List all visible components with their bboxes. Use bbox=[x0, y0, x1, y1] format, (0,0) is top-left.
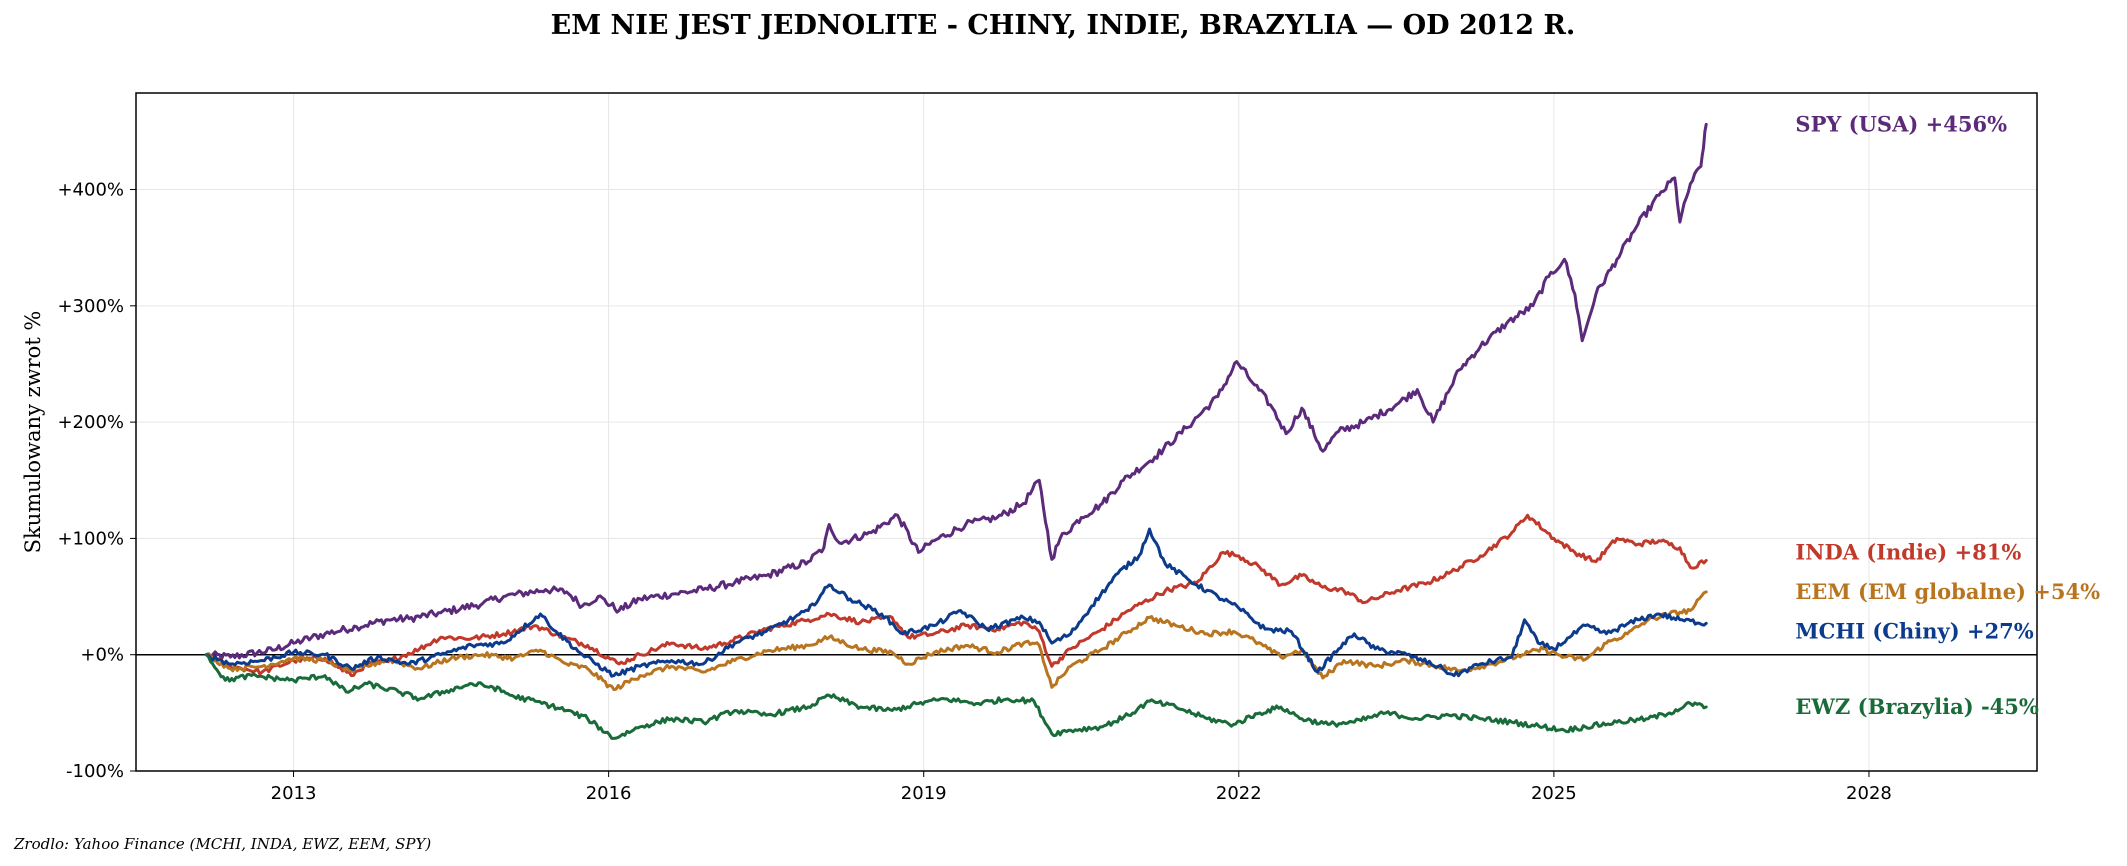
x-tick-label: 2025 bbox=[1531, 783, 1577, 804]
y-tick-label: +100% bbox=[57, 528, 124, 549]
y-tick-label: -100% bbox=[66, 761, 124, 782]
y-axis: -100% +0% +100% +200% +300% +400% bbox=[57, 180, 136, 782]
series-line-eem bbox=[204, 590, 1708, 692]
y-tick-label: +200% bbox=[57, 412, 124, 433]
y-axis-label: Skumulowany zwrot % bbox=[21, 311, 45, 554]
end-label: EEM (EM globalne) +54% bbox=[1795, 579, 2100, 604]
source-note: Zrodlo: Yahoo Finance (MCHI, INDA, EWZ, … bbox=[13, 835, 431, 853]
x-tick-label: 2028 bbox=[1846, 783, 1892, 804]
chart-title: EM NIE JEST JEDNOLITE - CHINY, INDIE, BR… bbox=[551, 10, 1576, 41]
end-label: MCHI (Chiny) +27% bbox=[1795, 618, 2033, 643]
end-label: EWZ (Brazylia) -45% bbox=[1795, 694, 2038, 719]
series-line-spy bbox=[204, 122, 1708, 661]
x-axis: 2013 2016 2019 2022 2025 2028 bbox=[271, 771, 1892, 804]
end-labels: SPY (USA) +456% INDA (Indie) +81% EEM (EM … bbox=[1795, 111, 2100, 719]
x-tick-label: 2022 bbox=[1216, 783, 1262, 804]
y-tick-label: +400% bbox=[57, 180, 124, 201]
end-label: INDA (Indie) +81% bbox=[1795, 540, 2021, 565]
y-tick-label: +0% bbox=[80, 645, 124, 666]
end-label: SPY (USA) +456% bbox=[1795, 111, 2007, 136]
x-tick-label: 2019 bbox=[901, 783, 947, 804]
series-line-inda bbox=[204, 513, 1708, 678]
x-tick-label: 2013 bbox=[271, 783, 317, 804]
series-line-mchi bbox=[204, 527, 1708, 678]
series-layer bbox=[204, 122, 1708, 740]
x-tick-label: 2016 bbox=[586, 783, 632, 804]
plot-frame bbox=[135, 92, 2038, 772]
y-tick-label: +300% bbox=[57, 296, 124, 317]
series-line-ewz bbox=[204, 653, 1708, 740]
